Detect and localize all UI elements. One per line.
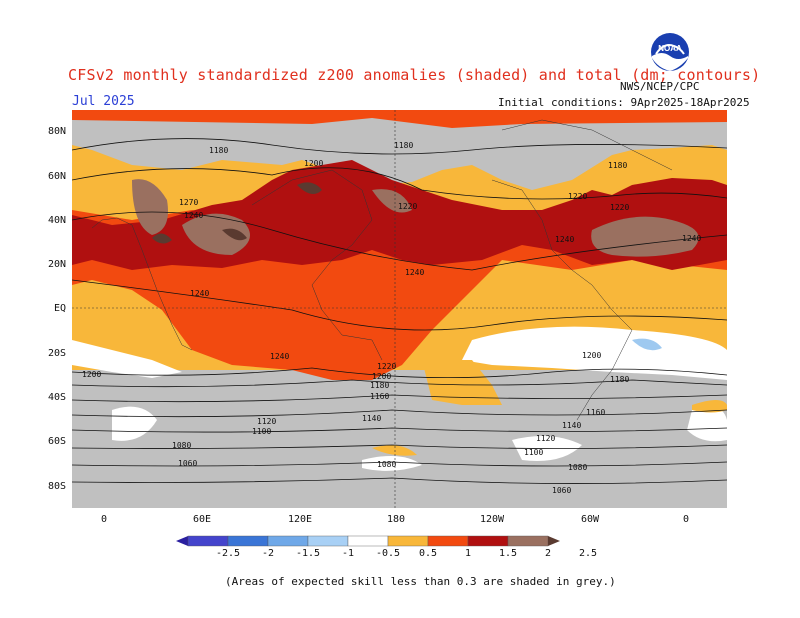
contour-label: 1100: [524, 448, 543, 457]
lat-label: 40S: [47, 392, 66, 403]
lat-label: 80N: [47, 126, 66, 137]
contour-label: 1160: [586, 408, 605, 417]
colorbar-label: -2: [261, 548, 275, 559]
contour-label: 1220: [610, 203, 629, 212]
contour-label: 1080: [172, 441, 191, 450]
lat-label: 60S: [47, 436, 66, 447]
contour-label: 1240: [682, 234, 701, 243]
contour-label: 1270: [179, 198, 198, 207]
initial-conditions: Initial conditions: 9Apr2025-18Apr2025: [498, 96, 750, 109]
contour-label: 1240: [184, 211, 203, 220]
colorbar-segment: [467, 535, 509, 547]
colorbar-label: -1.5: [295, 548, 321, 559]
contour-label: 1220: [398, 202, 417, 211]
lon-label: 180: [386, 514, 406, 525]
lat-label: 60N: [47, 171, 66, 182]
contour-label: 1180: [394, 141, 413, 150]
contour-label: 1200: [582, 351, 601, 360]
anomaly-map: 1180 1180 1180 1200 1220 1220 1220 1240 …: [72, 110, 727, 508]
colorbar-segment: [347, 535, 389, 547]
colorbar-segment: [427, 535, 469, 547]
colorbar-label: 1.5: [498, 548, 518, 559]
contour-label: 1180: [610, 375, 629, 384]
contour-label: 1180: [608, 161, 627, 170]
chart-title: CFSv2 monthly standardized z200 anomalie…: [68, 66, 761, 84]
colorbar-label: 2: [544, 548, 552, 559]
contour-label: 1220: [377, 362, 396, 371]
contour-label: 1200: [304, 159, 323, 168]
lon-label: 0: [100, 514, 108, 525]
colorbar-segment: [187, 535, 229, 547]
contour-label: 1180: [370, 381, 389, 390]
contour-label: 1200: [372, 372, 391, 381]
lon-label: 60E: [192, 514, 212, 525]
contour-label: 1180: [209, 146, 228, 155]
lat-label: EQ: [53, 303, 66, 314]
colorbar: [176, 535, 560, 547]
colorbar-segment: [387, 535, 429, 547]
contour-label: 1240: [190, 289, 209, 298]
colorbar-segment: [307, 535, 349, 547]
contour-label: 1060: [178, 459, 197, 468]
colorbar-label: -1: [341, 548, 355, 559]
contour-label: 1140: [362, 414, 381, 423]
colorbar-label: 2.5: [578, 548, 598, 559]
contour-label: 1120: [536, 434, 555, 443]
contour-label: 1220: [568, 192, 587, 201]
lon-label: 60W: [580, 514, 600, 525]
noaa-logo: NOAA: [650, 32, 690, 72]
contour-label: 1200: [82, 370, 101, 379]
lat-label: 20S: [47, 348, 66, 359]
contour-label: 1100: [252, 427, 271, 436]
contour-label: 1080: [377, 460, 396, 469]
lat-label: 20N: [47, 259, 66, 270]
contour-label: 1240: [555, 235, 574, 244]
lat-label: 40N: [47, 215, 66, 226]
colorbar-segment: [227, 535, 269, 547]
contour-label: 1060: [552, 486, 571, 495]
colorbar-label: 1: [464, 548, 472, 559]
contour-label: 1120: [257, 417, 276, 426]
contour-label: 1140: [562, 421, 581, 430]
contour-label: 1240: [405, 268, 424, 277]
lon-label: 0: [682, 514, 690, 525]
lon-label: 120E: [287, 514, 313, 525]
forecast-month: Jul 2025: [72, 94, 135, 109]
colorbar-segment: [507, 535, 549, 547]
colorbar-label: 0.5: [418, 548, 438, 559]
lat-label: 80S: [47, 481, 66, 492]
agency-label: NWS/NCEP/CPC: [620, 80, 700, 93]
contour-label: 1240: [270, 352, 289, 361]
contour-label: 1080: [568, 463, 587, 472]
skill-caption: (Areas of expected skill less than 0.3 a…: [225, 575, 616, 588]
lon-label: 120W: [479, 514, 505, 525]
colorbar-end-high: [548, 536, 560, 546]
colorbar-segment: [267, 535, 309, 547]
logo-text: NOAA: [658, 44, 682, 53]
colorbar-end-low: [176, 536, 188, 546]
contour-label: 1160: [370, 392, 389, 401]
colorbar-label: -2.5: [215, 548, 241, 559]
colorbar-label: -0.5: [375, 548, 401, 559]
